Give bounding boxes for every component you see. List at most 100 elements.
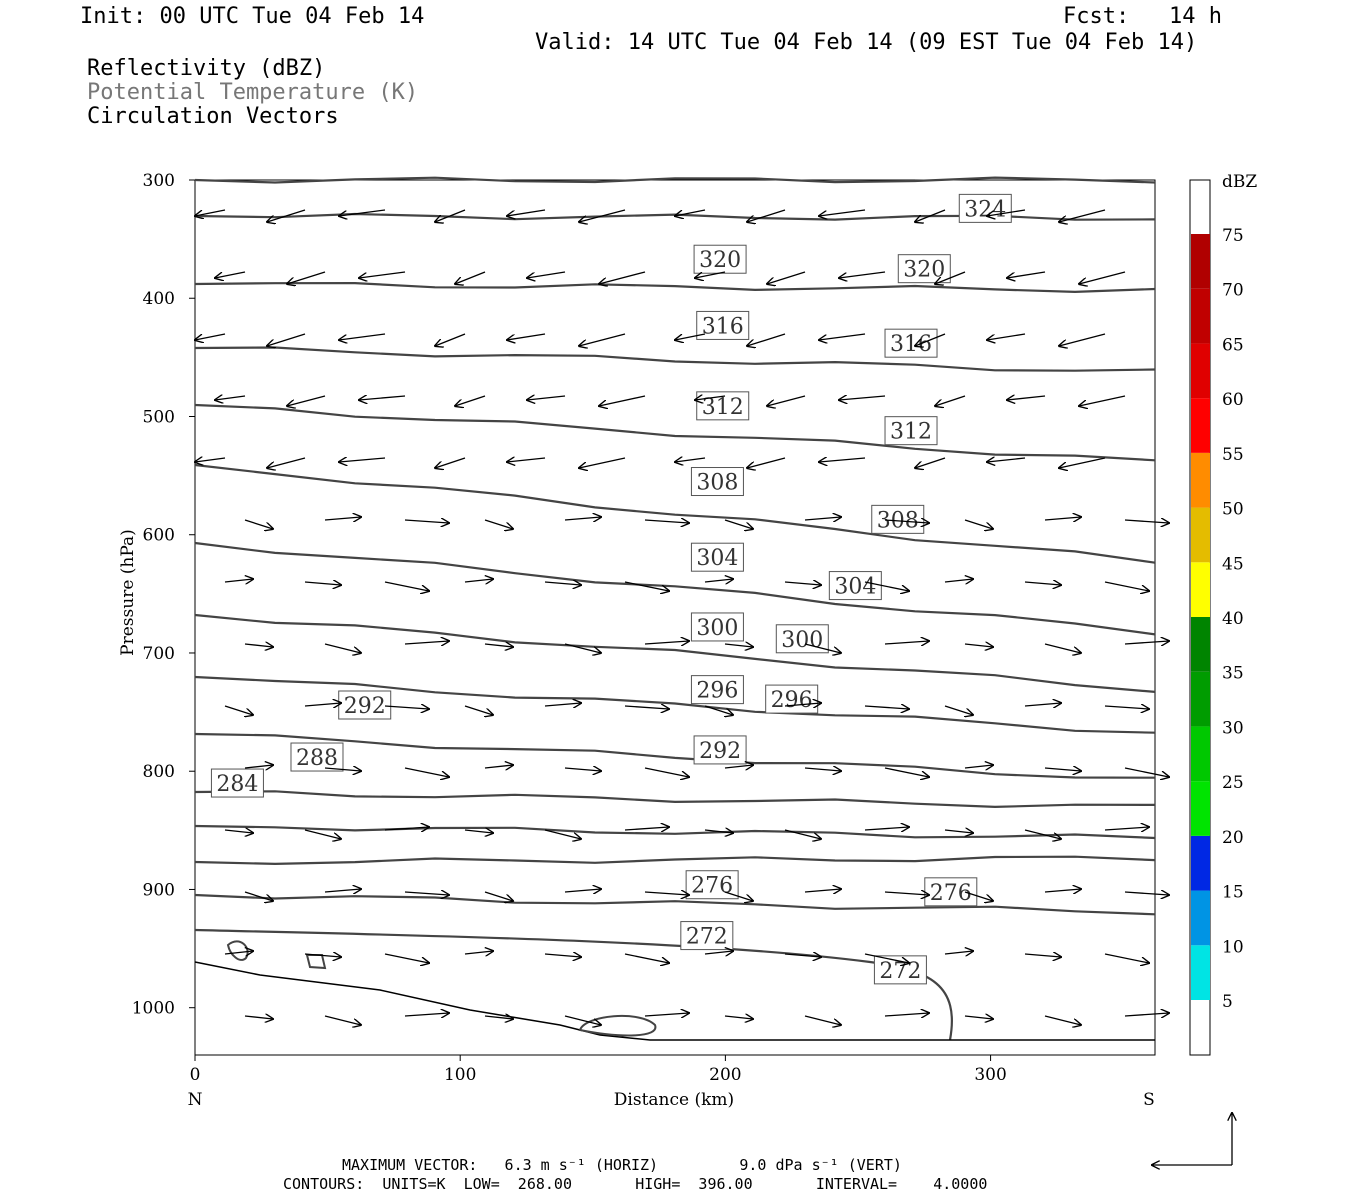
colorbar-label: 20 — [1222, 828, 1244, 848]
circulation-vector — [527, 396, 566, 400]
circulation-vector — [704, 951, 733, 954]
circulation-vector — [644, 1013, 689, 1016]
y-tick-label: 400 — [143, 289, 175, 309]
circulation-vector — [287, 271, 326, 284]
contour-label: 320 — [903, 258, 945, 283]
colorbar-band — [1191, 507, 1210, 563]
circulation-vector — [1104, 581, 1149, 591]
contour-label-box — [690, 542, 744, 572]
circulation-vector — [944, 830, 973, 833]
colorbar-band — [1191, 452, 1210, 508]
circulation-vector — [1079, 395, 1126, 406]
circulation-vector — [304, 829, 341, 839]
circulation-vector — [864, 706, 909, 709]
circulation-vector — [884, 892, 929, 895]
circulation-vector — [819, 458, 866, 462]
circulation-vector — [484, 765, 513, 768]
circulation-vector — [464, 951, 493, 954]
circulation-vector — [464, 830, 493, 833]
circulation-vector — [244, 519, 273, 529]
terrain-line — [194, 961, 1155, 1041]
contour-info-note: CONTOURS: UNITS=K LOW= 268.00 HIGH= 396.… — [283, 1175, 988, 1193]
colorbar-label: 40 — [1222, 609, 1244, 629]
colorbar-title: dBZ — [1222, 172, 1257, 192]
theta-contour — [194, 613, 1156, 693]
circulation-vector — [1124, 767, 1169, 777]
y-axis-title: Pressure (hPa) — [118, 529, 138, 656]
circulation-vector — [339, 209, 386, 216]
contour-label: 276 — [930, 881, 972, 906]
circulation-vector — [704, 579, 733, 582]
circulation-vector — [884, 767, 929, 777]
x-end-label-south: S — [1143, 1090, 1155, 1110]
circulation-vector — [987, 458, 1026, 462]
colorbar-band — [1191, 726, 1210, 782]
x-axis-title: Distance (km) — [614, 1090, 734, 1110]
circulation-vector — [324, 643, 361, 653]
circulation-vector — [819, 333, 866, 340]
circulation-vector — [224, 951, 253, 954]
circulation-vector — [624, 827, 669, 830]
theta-contour — [194, 541, 1156, 636]
circulation-vector — [804, 768, 841, 771]
circulation-vector — [224, 830, 253, 833]
circulation-vector — [964, 644, 993, 647]
theta-contour — [194, 176, 1156, 184]
circulation-vector — [624, 581, 669, 591]
circulation-vector — [944, 579, 973, 582]
theta-contour — [578, 1014, 657, 1037]
circulation-vector — [724, 644, 753, 647]
circulation-vector — [195, 209, 226, 216]
circulation-vector — [435, 209, 466, 222]
circulation-vector — [324, 517, 361, 520]
contour-label: 320 — [699, 248, 741, 273]
colorbar-band — [1191, 562, 1210, 617]
max-vector-note: MAXIMUM VECTOR: 6.3 m s⁻¹ (HORIZ) 9.0 dP… — [342, 1156, 902, 1174]
circulation-vector — [404, 767, 449, 777]
circulation-vector — [404, 892, 449, 895]
contour-label-box — [765, 684, 819, 714]
colorbar-band — [1191, 398, 1210, 453]
circulation-vector — [864, 953, 909, 963]
circulation-vector — [579, 333, 626, 346]
circulation-vector — [935, 271, 966, 284]
circulation-vector — [695, 396, 726, 400]
colorbar-label: 55 — [1222, 445, 1244, 465]
circulation-vector — [267, 457, 306, 468]
contour-label: 304 — [696, 546, 738, 571]
circulation-vector — [404, 520, 449, 523]
circulation-vector — [544, 829, 581, 839]
circulation-vector — [215, 396, 246, 400]
circulation-vector — [724, 1016, 753, 1019]
colorbar-label: 65 — [1222, 335, 1244, 355]
circulation-vector — [244, 1016, 273, 1019]
contour-label-box — [696, 391, 750, 421]
circulation-vector — [644, 892, 689, 895]
circulation-vector — [704, 830, 733, 833]
theta-contour — [305, 954, 327, 970]
circulation-vector — [464, 705, 493, 715]
circulation-vector — [544, 954, 581, 957]
circulation-vector — [724, 765, 753, 768]
contour-label-box — [871, 504, 925, 534]
circulation-vector — [747, 333, 786, 346]
circulation-vector — [455, 271, 486, 284]
circulation-vector — [484, 519, 513, 529]
x-tick-label: 200 — [709, 1065, 741, 1085]
circulation-vector — [579, 457, 626, 468]
contour-label: 300 — [781, 628, 823, 653]
circulation-vector — [507, 333, 546, 340]
circulation-vector — [964, 891, 993, 901]
circulation-vector — [464, 579, 493, 582]
y-tick-label: 700 — [143, 644, 175, 664]
theta-contour — [194, 824, 1156, 840]
circulation-vector — [1007, 396, 1046, 400]
circulation-vector — [675, 333, 706, 340]
forecast-hour: Fcst: 14 h — [1063, 4, 1222, 29]
plot-frame — [194, 179, 1156, 1056]
circulation-vector — [1104, 953, 1149, 963]
circulation-vector — [287, 395, 326, 406]
contour-label-box — [290, 742, 344, 772]
contour-label-box — [884, 416, 938, 446]
